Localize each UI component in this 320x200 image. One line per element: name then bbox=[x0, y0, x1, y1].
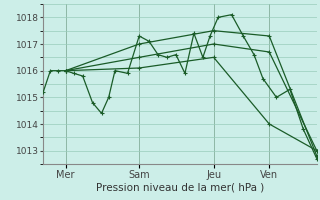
X-axis label: Pression niveau de la mer( hPa ): Pression niveau de la mer( hPa ) bbox=[96, 182, 264, 192]
